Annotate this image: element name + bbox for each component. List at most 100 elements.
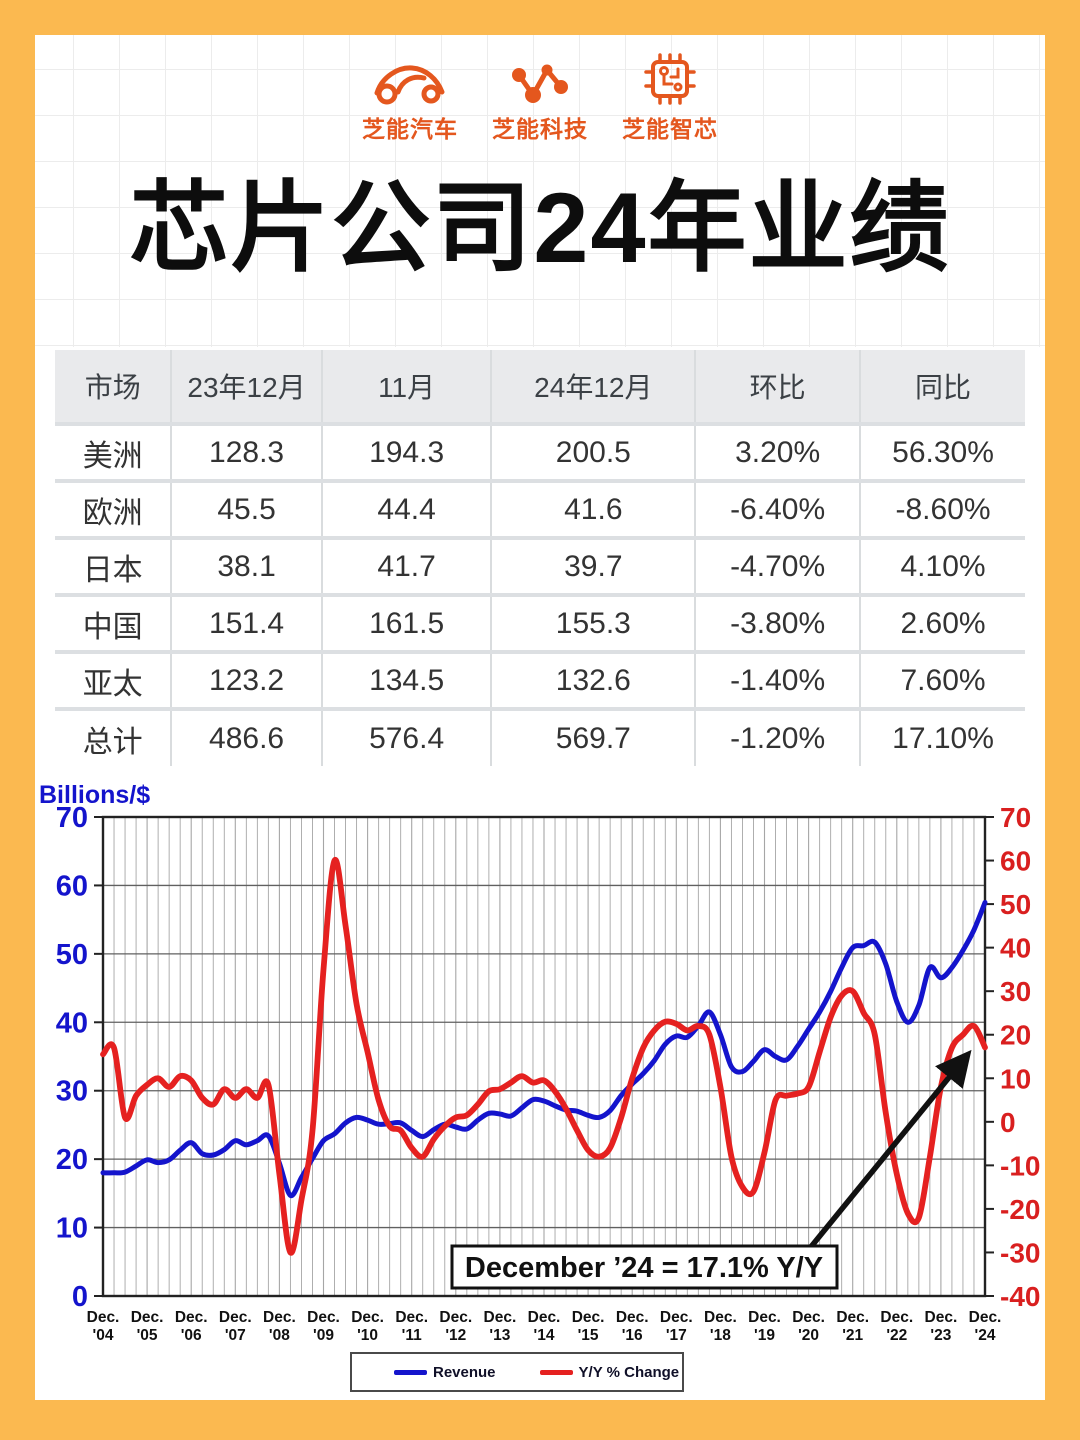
- svg-text:'13: '13: [489, 1327, 510, 1343]
- svg-text:'11: '11: [402, 1327, 422, 1343]
- svg-text:-40: -40: [1000, 1281, 1040, 1312]
- svg-text:30: 30: [56, 1076, 88, 1108]
- table-body: 美洲 128.3 194.3 200.5 3.20% 56.30% 欧洲 45.5 44.4 41…: [55, 424, 1025, 766]
- svg-text:'18: '18: [710, 1327, 731, 1343]
- legend-label: Y/Y % Change: [578, 1363, 680, 1381]
- svg-text:20: 20: [56, 1144, 88, 1176]
- logo-zhineng-tech: 芝能科技: [492, 59, 588, 144]
- svg-text:'23: '23: [930, 1327, 951, 1343]
- table-cell: 56.30%: [860, 424, 1025, 481]
- svg-text:0: 0: [72, 1281, 88, 1313]
- svg-text:Dec.: Dec.: [87, 1309, 120, 1326]
- svg-text:'14: '14: [534, 1327, 555, 1343]
- svg-text:Dec.: Dec.: [660, 1309, 693, 1326]
- svg-text:-30: -30: [1000, 1237, 1040, 1268]
- table-cell: 39.7: [491, 538, 697, 595]
- table-row: 日本 38.1 41.7 39.7 -4.70% 4.10%: [55, 538, 1025, 595]
- table-row: 美洲 128.3 194.3 200.5 3.20% 56.30%: [55, 424, 1025, 481]
- table-cell: 128.3: [171, 424, 323, 481]
- column-header: 24年12月: [491, 350, 697, 424]
- svg-text:Dec.: Dec.: [131, 1309, 164, 1326]
- table-cell: 151.4: [171, 595, 323, 652]
- revenue-line: [100, 900, 988, 1199]
- legend-item-yoy: Y/Y % Change: [539, 1363, 680, 1381]
- svg-text:'21: '21: [842, 1327, 863, 1343]
- logo-zhineng-chip: 芝能智芯: [622, 51, 718, 144]
- column-header: 11月: [321, 350, 493, 424]
- table-cell: 41.6: [491, 481, 697, 538]
- logo-label: 芝能科技: [492, 116, 588, 142]
- annotation-text: December ’24 = 17.1% Y/Y: [465, 1252, 823, 1284]
- svg-text:Dec.: Dec.: [528, 1309, 561, 1326]
- table-cell: 161.5: [321, 595, 493, 652]
- svg-text:'17: '17: [666, 1327, 687, 1343]
- yoy-change-line: [100, 857, 988, 1256]
- svg-text:Dec.: Dec.: [616, 1309, 649, 1326]
- svg-text:10: 10: [1000, 1063, 1031, 1094]
- table-cell: 亚太: [55, 652, 173, 709]
- svg-text:-20: -20: [1000, 1194, 1040, 1225]
- infographic-card: 芝能汽车 芝能科技: [35, 35, 1045, 1400]
- svg-text:Dec.: Dec.: [351, 1309, 384, 1326]
- market-table: 市场 23年12月 11月 24年12月 环比 同比 美洲 128.3 194.3 200.5 3…: [55, 350, 1025, 766]
- svg-text:70: 70: [1000, 802, 1031, 833]
- svg-text:'08: '08: [269, 1327, 290, 1343]
- revenue-line-swatch: [394, 1369, 427, 1375]
- column-header: 市场: [55, 350, 173, 424]
- table-cell: -3.80%: [695, 595, 862, 652]
- svg-text:-10: -10: [1000, 1150, 1040, 1181]
- svg-text:'10: '10: [357, 1327, 378, 1343]
- svg-text:'15: '15: [578, 1327, 599, 1343]
- svg-text:'16: '16: [622, 1327, 643, 1343]
- svg-text:0: 0: [1000, 1107, 1016, 1138]
- annotation-box: [450, 1244, 839, 1290]
- market-table-wrap: 市场 23年12月 11月 24年12月 环比 同比 美洲 128.3 194.3 200.5 3…: [55, 350, 1025, 766]
- svg-text:'22: '22: [886, 1327, 907, 1343]
- table-cell: 132.6: [491, 652, 697, 709]
- svg-text:'24: '24: [975, 1327, 996, 1343]
- table-cell: 576.4: [321, 709, 493, 766]
- svg-text:Dec.: Dec.: [748, 1309, 781, 1326]
- table-row: 中国 151.4 161.5 155.3 -3.80% 2.60%: [55, 595, 1025, 652]
- yoy-line-swatch: [539, 1369, 573, 1375]
- table-cell: 中国: [55, 595, 173, 652]
- chart-legend: Revenue Y/Y % Change: [350, 1352, 684, 1392]
- table-cell: 日本: [55, 538, 173, 595]
- table-cell: 38.1: [171, 538, 323, 595]
- svg-text:Dec.: Dec.: [704, 1309, 737, 1326]
- svg-text:Dec.: Dec.: [175, 1309, 208, 1326]
- svg-text:Dec.: Dec.: [969, 1309, 1002, 1326]
- table-cell: -1.20%: [695, 709, 862, 766]
- table-cell: 总计: [55, 709, 173, 766]
- svg-text:'07: '07: [225, 1327, 246, 1343]
- table-cell: 155.3: [491, 595, 697, 652]
- legend-label: Revenue: [433, 1363, 496, 1381]
- svg-text:'12: '12: [445, 1327, 466, 1343]
- svg-text:Dec.: Dec.: [880, 1309, 913, 1326]
- table-cell: 2.60%: [860, 595, 1025, 652]
- svg-text:Dec.: Dec.: [792, 1309, 825, 1326]
- svg-text:40: 40: [1000, 933, 1031, 964]
- svg-text:Dec.: Dec.: [219, 1309, 252, 1326]
- column-header: 同比: [860, 350, 1025, 424]
- table-cell: 486.6: [171, 709, 323, 766]
- table-cell: -6.40%: [695, 481, 862, 538]
- brand-logos: 芝能汽车 芝能科技: [35, 51, 1045, 144]
- svg-text:10: 10: [56, 1213, 88, 1245]
- logo-label: 芝能汽车: [362, 116, 458, 142]
- svg-text:30: 30: [1000, 976, 1031, 1007]
- svg-text:Dec.: Dec.: [572, 1309, 605, 1326]
- svg-text:Dec.: Dec.: [395, 1309, 428, 1326]
- column-header: 23年12月: [171, 350, 323, 424]
- table-cell: -8.60%: [860, 481, 1025, 538]
- svg-text:20: 20: [1000, 1020, 1031, 1051]
- table-cell: 41.7: [321, 538, 493, 595]
- svg-text:60: 60: [56, 870, 88, 902]
- svg-text:'20: '20: [798, 1327, 819, 1343]
- table-cell: 45.5: [171, 481, 323, 538]
- table-cell: 欧洲: [55, 481, 173, 538]
- table-header-row: 市场 23年12月 11月 24年12月 环比 同比: [55, 350, 1025, 424]
- table-row: 总计 486.6 576.4 569.7 -1.20% 17.10%: [55, 709, 1025, 766]
- svg-text:Billions/$: Billions/$: [39, 781, 150, 809]
